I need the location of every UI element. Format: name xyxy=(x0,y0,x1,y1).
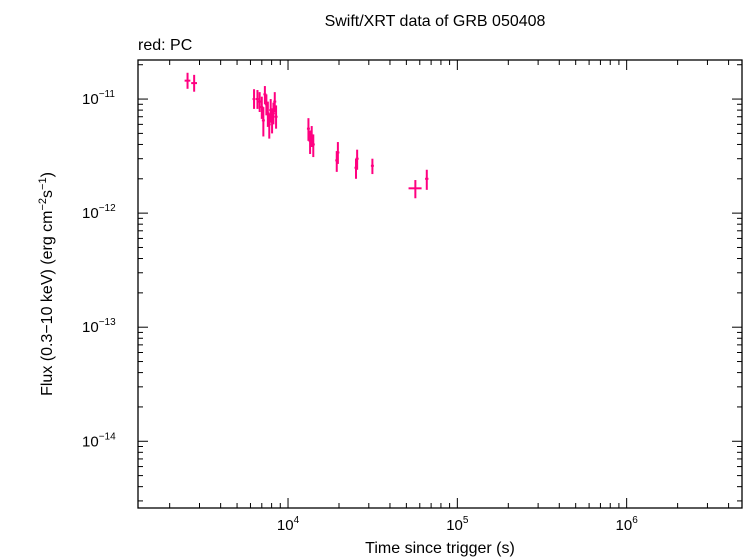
data-point xyxy=(274,105,278,129)
chart-subtitle: red: PC xyxy=(138,37,192,54)
y-tick-label: 10−12 xyxy=(82,203,116,222)
data-point xyxy=(355,149,359,170)
x-tick-label: 105 xyxy=(446,515,469,534)
data-point xyxy=(271,102,275,125)
data-point xyxy=(370,158,374,175)
data-point xyxy=(258,92,262,113)
data-point xyxy=(408,180,422,199)
x-axis-label: Time since trigger (s) xyxy=(365,540,515,557)
chart-title: Swift/XRT data of GRB 050408 xyxy=(325,13,546,30)
data-point xyxy=(336,142,340,164)
axis-tick-labels: 104 105 106 10−11 10−12 10−13 10−14 xyxy=(82,89,638,534)
data-point xyxy=(261,107,265,137)
data-point xyxy=(184,72,191,89)
plot-frame xyxy=(137,59,743,509)
data-point xyxy=(425,169,429,190)
y-axis-label: Flux (0.3−10 keV) (erg cm−2s−1) xyxy=(37,172,56,396)
data-point xyxy=(267,113,271,139)
data-point xyxy=(311,134,315,158)
x-tick-label: 104 xyxy=(277,515,300,534)
data-point xyxy=(255,90,259,109)
axis-ticks xyxy=(138,60,742,508)
y-tick-label: 10−14 xyxy=(82,431,116,450)
y-tick-label: 10−13 xyxy=(82,317,116,336)
data-point xyxy=(306,118,310,141)
data-point xyxy=(273,92,277,113)
data-point xyxy=(252,89,256,109)
data-series xyxy=(184,72,429,199)
y-tick-label: 10−11 xyxy=(82,89,115,108)
data-point xyxy=(191,74,197,92)
x-tick-label: 106 xyxy=(616,515,639,534)
